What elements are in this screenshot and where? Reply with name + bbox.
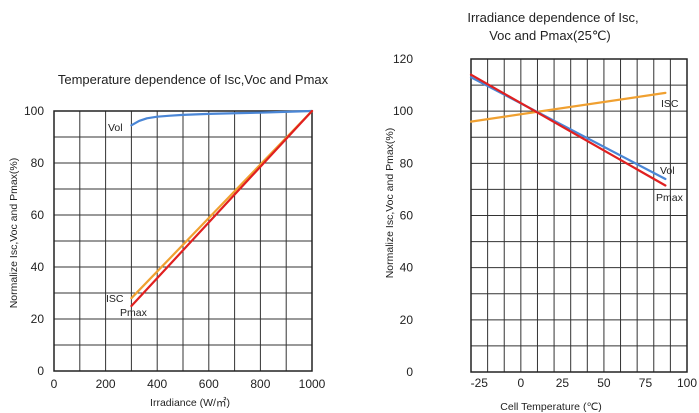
x-tick-label: 75	[639, 376, 653, 390]
x-tick-label: 400	[147, 377, 167, 391]
series-line-pmax	[469, 73, 667, 187]
x-axis-label: Irradiance (W/㎡)	[150, 397, 230, 409]
x-tick-label: 600	[199, 377, 219, 391]
y-axis-label: Normalize Isc,Voc and Pmax(%)	[8, 158, 20, 309]
x-axis-label: Cell Temperature (℃)	[500, 401, 601, 413]
y-tick-label: 20	[31, 312, 45, 326]
chart-title: Voc and Pmax(25℃)	[489, 28, 611, 43]
plot-frame	[470, 58, 688, 373]
x-tick-label: 200	[96, 377, 116, 391]
x-tick-label: 100	[677, 376, 697, 390]
x-tick-label: 25	[556, 376, 570, 390]
series-label-vol: Vol	[660, 165, 675, 177]
series-label-vol: Vol	[108, 122, 123, 134]
y-tick-label: 20	[400, 313, 414, 327]
series-label-pmax: Pmax	[656, 192, 684, 204]
x-tick-label: 0	[51, 377, 58, 391]
x-tick-label: 50	[597, 376, 611, 390]
series-label-isc: ISC	[106, 293, 124, 305]
x-tick-label: 1000	[299, 377, 326, 391]
y-tick-label: 60	[400, 209, 414, 223]
series-label-pmax: Pmax	[120, 307, 148, 319]
y-tick-label: 60	[31, 208, 45, 222]
x-tick-label: -25	[471, 376, 489, 390]
y-tick-label: 40	[31, 260, 45, 274]
series-line-isc	[469, 91, 667, 123]
x-tick-label: 0	[518, 376, 525, 390]
series-line-pmax	[130, 109, 314, 308]
chart-irradiance-dependence: 0 20 40 60 80 100 120 -25 0 25 50 75 100 Irradiance d…	[384, 10, 697, 413]
y-tick-label: 0	[406, 365, 413, 379]
x-tick-label: 800	[250, 377, 270, 391]
chart-title: Temperature dependence of Isc,Voc and Pm…	[58, 72, 329, 87]
y-tick-label: 100	[24, 104, 44, 118]
plot-frame	[53, 110, 313, 372]
y-tick-label: 100	[393, 104, 413, 118]
y-tick-label: 80	[400, 156, 414, 170]
y-axis-label: Normalize Isc,Voc and Pmax(%)	[384, 128, 396, 279]
series-line-vol	[130, 109, 314, 127]
y-tick-label: 0	[37, 364, 44, 378]
chart-title: Irradiance dependence of Isc,	[467, 10, 638, 25]
y-tick-label: 80	[31, 156, 45, 170]
y-tick-label: 40	[400, 261, 414, 275]
series-label-isc: ISC	[661, 98, 679, 110]
y-tick-label: 120	[393, 52, 413, 66]
